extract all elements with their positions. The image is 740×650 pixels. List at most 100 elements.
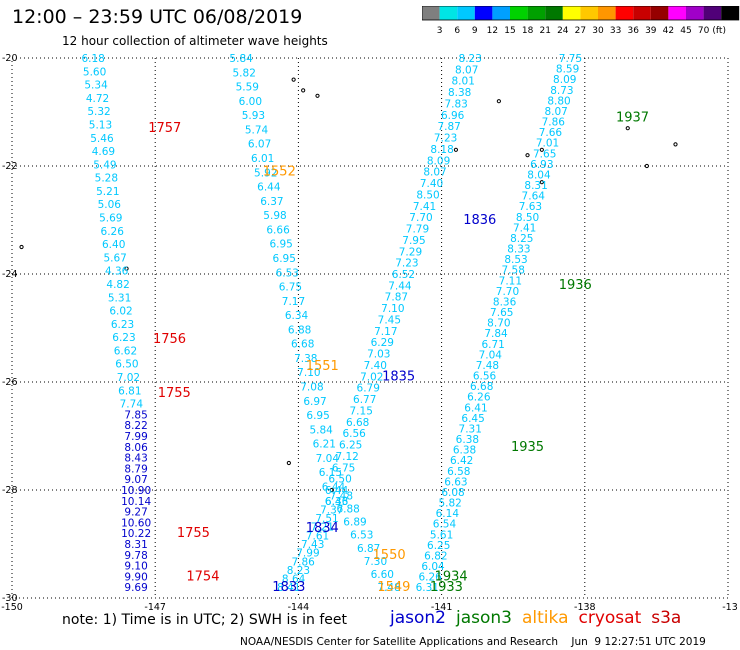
wave-height-value: 6.62 xyxy=(114,345,137,357)
wave-height-value: 6.79 xyxy=(357,383,380,395)
wave-height-value: 7.21 xyxy=(311,522,334,534)
pass-time-label: 1937 xyxy=(616,110,649,125)
wave-height-value: 8.31 xyxy=(124,539,147,551)
wave-height-value: 7.02 xyxy=(360,371,383,383)
wave-height-value: 6.44 xyxy=(325,485,349,497)
colorbar-swatch xyxy=(580,6,598,20)
wave-height-value: 6.02 xyxy=(109,306,132,318)
pass-time-label: 1550 xyxy=(373,548,406,563)
colorbar-label: 70 xyxy=(698,26,710,36)
wave-height-value: 6.33 xyxy=(325,496,348,508)
legend-cryosat: cryosat xyxy=(578,608,642,628)
wave-height-value: 8.41 xyxy=(277,582,300,594)
wave-height-value: 8.09 xyxy=(553,74,576,86)
colorbar-label: 3 xyxy=(437,26,443,36)
wave-height-value: 6.23 xyxy=(111,319,134,331)
credit-line: NOAA/NESDIS Center for Satellite Applica… xyxy=(240,636,706,648)
wave-height-value: 4.82 xyxy=(106,279,129,291)
wave-height-value: 9.90 xyxy=(124,571,147,583)
pass-time-label: 1935 xyxy=(511,440,544,455)
island-outline xyxy=(525,153,530,158)
colorbar-swatch xyxy=(562,6,581,20)
wave-height-value: 7.87 xyxy=(385,292,408,304)
wave-height-value: 8.09 xyxy=(427,155,450,167)
wave-height-value: 6.81 xyxy=(118,385,141,397)
wave-height-value: 6.87 xyxy=(357,543,380,555)
wave-height-value: 6.07 xyxy=(248,139,271,151)
wave-height-value: 6.26 xyxy=(467,392,491,404)
wave-height-value: 8.79 xyxy=(124,463,147,475)
island-outline xyxy=(625,126,630,131)
island-outline xyxy=(453,147,459,152)
wave-height-value: 8.70 xyxy=(487,318,510,330)
wave-height-value: 6.34 xyxy=(285,310,309,322)
wave-height-value: 9.07 xyxy=(124,474,147,486)
wave-height-value: 6.68 xyxy=(470,381,493,393)
wave-height-value: 5.46 xyxy=(90,133,114,145)
island-outline xyxy=(539,180,544,185)
colorbar-label: 42 xyxy=(663,26,674,36)
x-tick-label: -144 xyxy=(288,602,310,613)
wave-height-value: 7.17 xyxy=(282,296,305,308)
island-outline xyxy=(301,88,306,93)
wave-height-value: 6.21 xyxy=(313,439,336,451)
wave-height-value: 6.71 xyxy=(481,339,504,351)
wave-height-value: 8.25 xyxy=(510,233,533,245)
colorbar-swatch xyxy=(457,6,475,20)
island-outline xyxy=(291,77,296,82)
pass-time-label: 1756 xyxy=(153,332,186,347)
island-outline xyxy=(286,460,291,466)
y-tick-label: -26 xyxy=(2,377,18,388)
wave-height-value: 6.50 xyxy=(115,359,138,371)
wave-height-value: 8.01 xyxy=(452,76,475,88)
wave-height-value: 6.46 xyxy=(325,496,349,508)
colorbar-swatch xyxy=(510,6,528,20)
colorbar-swatch xyxy=(650,6,669,20)
colorbar-label: 15 xyxy=(504,26,515,36)
wave-height-value: 8.04 xyxy=(527,169,551,181)
colorbar-label: 27 xyxy=(575,26,586,36)
wave-height-value: 5.59 xyxy=(236,82,259,94)
x-tick-label: -150 xyxy=(1,602,23,613)
wave-height-value: 6.53 xyxy=(276,267,299,279)
x-tick-label: -141 xyxy=(431,602,453,613)
island-outline xyxy=(539,147,544,152)
colorbar-swatch xyxy=(721,6,739,20)
wave-height-colorbar: 3 6 9 12 15 18 21 24 27 30 33 36 39 42 45 70 (ft) xyxy=(422,6,740,36)
wave-height-value: 6.53 xyxy=(350,530,373,542)
wave-height-value: 10.90 xyxy=(121,485,151,497)
island-outline xyxy=(19,244,24,250)
wave-height-value: 6.82 xyxy=(424,550,447,562)
wave-height-value: 5.28 xyxy=(95,173,118,185)
wave-height-value: 5.92 xyxy=(254,167,277,179)
wave-height-value: 7.48 xyxy=(476,360,499,372)
wave-height-value: 7.04 xyxy=(316,453,340,465)
wave-height-value: 7.23 xyxy=(395,258,418,270)
colorbar-swatch xyxy=(492,6,510,20)
wave-height-value: 6.38 xyxy=(453,445,476,457)
wave-height-value: 7.44 xyxy=(388,280,412,292)
wave-height-value: 6.23 xyxy=(112,332,135,344)
wave-height-value: 5.06 xyxy=(98,199,122,211)
wave-height-value: 5.98 xyxy=(263,210,286,222)
island-outline xyxy=(673,142,678,147)
wave-height-value: 8.64 xyxy=(282,574,306,586)
colorbar-label: 18 xyxy=(522,26,534,36)
wave-height-value: 6.88 xyxy=(288,324,311,336)
wave-height-value: 7.41 xyxy=(413,201,436,213)
colorbar-label: 24 xyxy=(557,26,569,36)
colorbar-swatch xyxy=(598,6,616,20)
pass-time-label: 1757 xyxy=(148,121,181,136)
x-tick-label: -147 xyxy=(144,602,166,613)
wave-height-value: 6.29 xyxy=(371,337,394,349)
colorbar-swatch xyxy=(527,6,546,20)
wave-height-value: 5.49 xyxy=(93,159,116,171)
wave-height-value: 7.99 xyxy=(296,548,319,560)
wave-height-value: 6.88 xyxy=(336,504,359,516)
wave-height-value: 6.52 xyxy=(392,269,415,281)
wave-height-value: 7.40 xyxy=(420,178,443,190)
wave-height-value: 5.67 xyxy=(103,252,126,264)
wave-height-value: 6.54 xyxy=(433,519,457,531)
wave-height-value: 6.40 xyxy=(102,239,125,251)
